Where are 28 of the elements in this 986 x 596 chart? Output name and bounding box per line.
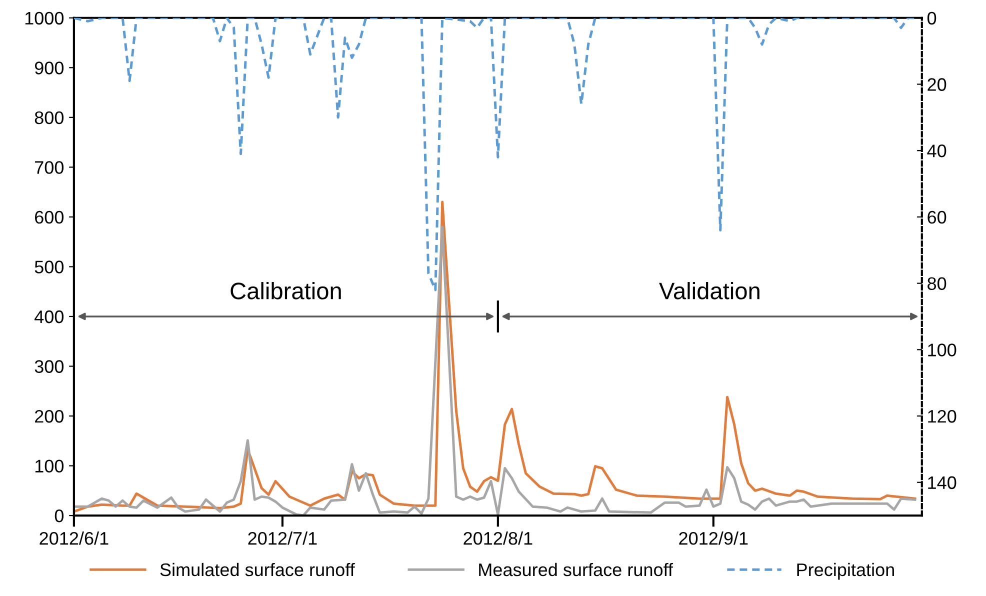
y2-tick-label: 60: [928, 210, 946, 224]
annotation: Validation: [659, 282, 760, 300]
y-tick-label: 500: [34, 260, 64, 274]
y-tick-label: 800: [34, 111, 64, 124]
y2-tick-label: 20: [928, 78, 946, 91]
y2-tick-label: 0: [927, 12, 936, 25]
y2-tick-label: 140: [928, 476, 956, 490]
x-tick-label: 2012/9/1: [679, 532, 748, 545]
y-tick-label: 200: [35, 410, 64, 423]
y-tick-label: 900: [34, 62, 64, 74]
y-tick-label: 300: [34, 360, 64, 373]
y-tick-label: 700: [35, 161, 64, 174]
y2-tick-label: 100: [928, 344, 956, 356]
annotation: Calibration: [230, 282, 341, 300]
x-tick-label: 2012/6/1: [40, 532, 108, 545]
y-tick-label: 0: [54, 509, 64, 522]
y-tick-label: 1000: [25, 12, 64, 25]
x-tick-label: 2012/7/1: [248, 532, 317, 545]
y-tick-label: 600: [35, 210, 64, 224]
x-tick-label: 2012/8/1: [464, 532, 532, 545]
y-tick-label: 100: [35, 460, 64, 472]
legend-label: Simulated surface runoff: [160, 562, 355, 576]
y2-tick-label: 80: [928, 277, 946, 290]
legend-label: Precipitation: [797, 562, 894, 580]
y2-tick-label: 40: [927, 144, 946, 158]
legend-label: Measured surface runoff: [479, 562, 674, 576]
y2-tick-label: 120: [928, 410, 956, 423]
y-tick-label: 400: [34, 310, 64, 324]
